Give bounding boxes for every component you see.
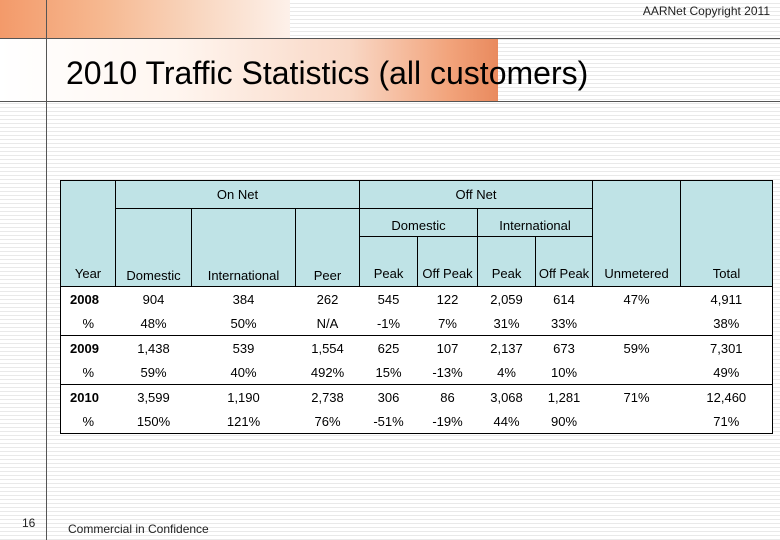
unmetered-cell: 59%: [592, 335, 681, 360]
percent-cell: 492%: [310, 364, 345, 380]
percent-label-cell: %: [82, 315, 95, 331]
value-cell: 3,068: [477, 384, 536, 409]
percent-cell: 48%: [140, 315, 167, 331]
percent-row: % 59% 40% 492% 15% -13% 4% 10% 49%: [61, 360, 773, 385]
slide-title: 2010 Traffic Statistics (all customers): [66, 55, 589, 91]
total-cell: 4,911: [680, 286, 773, 311]
value-cell: 306: [359, 384, 418, 409]
year-cell: 2009: [60, 335, 116, 360]
title-accent-band: [0, 38, 498, 102]
percent-total-cell: 71%: [680, 409, 773, 434]
percent-cell: 33%: [551, 315, 578, 331]
percent-cell: 59%: [140, 364, 167, 380]
value-cell: 2,137: [477, 335, 536, 360]
col-on-net-domestic: Domestic: [115, 208, 192, 287]
value-cell: 539: [191, 335, 296, 360]
percent-total-cell: 38%: [713, 315, 740, 331]
page-number: 16: [22, 516, 36, 530]
empty-unmetered-cell: [593, 360, 681, 385]
header-accent-band: [0, 0, 290, 38]
percent-cell: -51%: [359, 409, 418, 434]
percent-cell: -1%: [376, 315, 401, 331]
percent-cell: 31%: [493, 315, 520, 331]
col-domestic-peak: Peak: [359, 236, 419, 287]
year-header-cell: Year: [60, 180, 116, 287]
col-international-peak: Peak: [477, 236, 537, 287]
percent-row: % 48% 50% N/A -1% 7% 31% 33% 38%: [61, 311, 773, 336]
col-year: Year: [74, 266, 102, 281]
percent-cell: 50%: [230, 315, 257, 331]
header-divider-bottom: [0, 101, 780, 102]
value-cell: 107: [417, 335, 478, 360]
value-cell: 614: [535, 286, 593, 311]
percent-label-cell: %: [60, 409, 116, 434]
value-cell: 3,599: [115, 384, 192, 409]
col-domestic-off-peak-label: Off Peak: [422, 266, 473, 281]
unmetered-cell: 47%: [592, 286, 681, 311]
value-cell: 2,059: [477, 286, 536, 311]
value-cell: 1,190: [191, 384, 296, 409]
value-cell: 625: [359, 335, 418, 360]
percent-cell: 90%: [535, 409, 593, 434]
value-cell: 2,738: [295, 384, 360, 409]
empty-unmetered-cell: [592, 409, 681, 434]
percent-cell: 7%: [438, 315, 457, 331]
table-row: 2008 904 384 262 545 122 2,059 614 47% 4,911: [60, 286, 773, 311]
col-total: Total: [712, 266, 741, 281]
percent-cell: 44%: [477, 409, 536, 434]
off-net-group-header: Off Net: [359, 180, 594, 209]
percent-cell: 15%: [375, 364, 402, 380]
col-international-off-peak: Off Peak: [535, 236, 594, 287]
value-cell: 262: [295, 286, 360, 311]
percent-row: % 150% 121% 76% -51% -19% 44% 90% 71%: [60, 409, 773, 434]
unmetered-cell: 71%: [592, 384, 681, 409]
total-header-cell: Total: [680, 180, 774, 287]
table-row: 2009 1,438 539 1,554 625 107 2,137 673 59% 7,301: [60, 335, 773, 360]
percent-cell: 150%: [115, 409, 192, 434]
percent-cell: 76%: [295, 409, 360, 434]
percent-cell: 40%: [230, 364, 257, 380]
header-divider-top: [0, 38, 780, 39]
total-cell: 12,460: [680, 384, 773, 409]
value-cell: 904: [115, 286, 192, 311]
year-cell: 2010: [60, 384, 116, 409]
value-cell: 384: [191, 286, 296, 311]
copyright-notice: AARNet Copyright 2011: [642, 4, 770, 18]
value-cell: 673: [535, 335, 593, 360]
col-on-net-international: International: [191, 208, 296, 287]
off-net-international-group-header: International: [477, 208, 594, 237]
off-net-domestic-group-header: Domestic: [359, 208, 479, 237]
value-cell: 1,438: [115, 335, 192, 360]
table-row: 2010 3,599 1,190 2,738 306 86 3,068 1,281 71% 12,…: [60, 384, 773, 409]
percent-cell: 121%: [191, 409, 296, 434]
percent-total-cell: 49%: [713, 364, 740, 380]
value-cell: 1,281: [535, 384, 593, 409]
left-margin-rule: [46, 0, 47, 540]
traffic-statistics-table: Year On Net Off Net Unmetered Total Dome…: [60, 180, 774, 434]
value-cell: 1,554: [295, 335, 360, 360]
value-cell: 545: [359, 286, 418, 311]
empty-unmetered-cell: [593, 311, 681, 336]
percent-cell: N/A: [316, 315, 339, 331]
col-peer: Peer: [294, 208, 361, 287]
year-cell: 2008: [60, 286, 116, 311]
value-cell: 86: [417, 384, 478, 409]
confidentiality-footer: Commercial in Confidence: [68, 522, 209, 536]
percent-cell: 4%: [497, 364, 516, 380]
unmetered-header-cell: Unmetered: [592, 180, 682, 287]
total-cell: 7,301: [680, 335, 773, 360]
col-domestic-off-peak: Off Peak: [417, 236, 479, 287]
percent-label-cell: %: [82, 364, 95, 380]
value-cell: 122: [417, 286, 478, 311]
col-international-off-peak-label: Off Peak: [538, 266, 590, 281]
percent-cell: -13%: [432, 364, 463, 380]
percent-cell: 10%: [551, 364, 578, 380]
on-net-group-header: On Net: [114, 180, 361, 209]
col-unmetered: Unmetered: [604, 266, 669, 281]
percent-cell: -19%: [417, 409, 478, 434]
